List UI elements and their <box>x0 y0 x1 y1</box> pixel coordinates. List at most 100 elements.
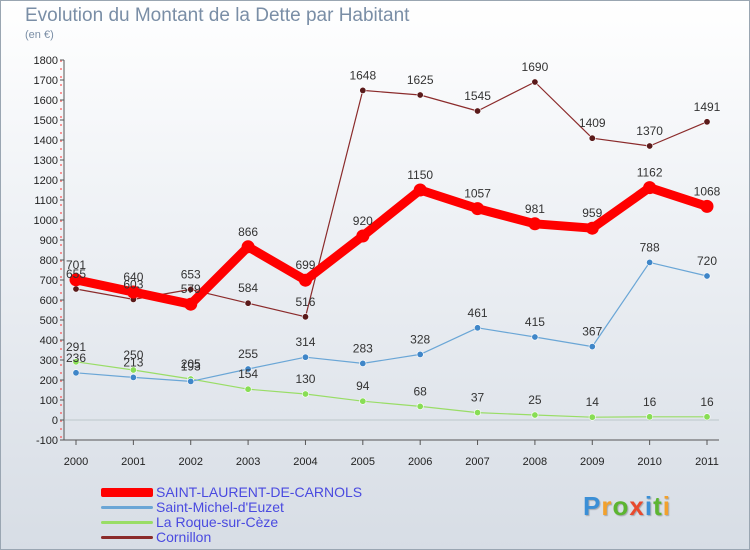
data-label: 1690 <box>522 60 549 74</box>
data-label: 1545 <box>464 89 491 103</box>
x-tick-label: 2001 <box>121 456 145 468</box>
data-label: 584 <box>238 281 258 295</box>
labels-series-0: 701 640 579 866 699 920 1150 1057 981 959 1162 1068 <box>66 166 721 297</box>
data-point <box>72 358 80 366</box>
logo-letter: i <box>644 491 654 521</box>
y-tick-label: 600 <box>40 295 58 307</box>
data-label: 1648 <box>349 68 376 82</box>
chart-title: Evolution du Montant de la Dette par Hab… <box>25 5 410 26</box>
y-tick-label: 1500 <box>34 115 58 127</box>
legend-label: SAINT-LAURENT-DE-CARNOLS <box>156 484 363 500</box>
x-tick-label: 2003 <box>236 456 260 468</box>
legend-swatch <box>101 536 153 539</box>
data-point <box>72 285 80 293</box>
data-label: 130 <box>295 372 315 386</box>
data-label: 291 <box>66 340 86 354</box>
series-line <box>75 261 708 382</box>
data-point <box>474 324 482 332</box>
data-label: 236 <box>66 351 86 365</box>
y-tick-label: 900 <box>40 235 58 247</box>
y-tick-label: 0 <box>52 415 58 427</box>
data-point <box>531 78 539 86</box>
data-labels-layer: 701 640 579 866 699 920 1150 1057 981 959 1162 1068… <box>66 60 721 409</box>
y-tick-label: -100 <box>36 435 58 447</box>
x-tick-label: 2010 <box>637 456 661 468</box>
data-label: 328 <box>410 332 430 346</box>
data-point <box>588 413 596 421</box>
data-label: 981 <box>525 202 545 216</box>
logo-letter: r <box>601 491 613 521</box>
x-tick-label: 2000 <box>64 456 88 468</box>
data-label: 37 <box>471 391 485 405</box>
series-line <box>71 183 712 309</box>
y-tick-label: 1000 <box>34 215 58 227</box>
legend-label: Cornillon <box>156 529 212 545</box>
x-tick-label: 2011 <box>695 456 719 468</box>
proxiti-logo: Proxiti <box>583 491 671 522</box>
data-label: 653 <box>181 267 201 281</box>
logo-letter: t <box>653 491 663 521</box>
data-label: 94 <box>356 379 370 393</box>
data-label: 516 <box>295 295 315 309</box>
data-label: 959 <box>582 206 602 220</box>
data-point <box>531 333 539 341</box>
y-tick-label: 500 <box>40 315 58 327</box>
series-3 <box>72 78 711 321</box>
series-2 <box>72 358 711 421</box>
data-point <box>187 285 195 293</box>
data-point <box>703 272 711 280</box>
data-point <box>416 402 424 410</box>
data-point <box>129 366 137 374</box>
y-tick-label: 1600 <box>34 95 58 107</box>
data-label: 1409 <box>579 116 606 130</box>
y-tick-label: 100 <box>40 395 58 407</box>
data-label: 1162 <box>637 166 663 180</box>
data-point <box>703 413 711 421</box>
data-label: 16 <box>643 395 657 409</box>
data-point <box>244 299 252 307</box>
series-0 <box>69 181 714 311</box>
data-point <box>700 199 714 213</box>
data-point <box>298 273 312 287</box>
data-point <box>646 258 654 266</box>
data-point <box>301 313 309 321</box>
data-point <box>646 142 654 150</box>
data-point <box>301 390 309 398</box>
data-label: 255 <box>238 347 258 361</box>
data-point <box>528 217 542 231</box>
data-label: 701 <box>66 258 86 272</box>
x-tick-label: 2009 <box>580 456 604 468</box>
data-point <box>126 285 140 299</box>
labels-series-3: 655 603 653 584 516 1648 1625 1545 1690 1409 1370 1… <box>66 60 721 309</box>
x-tick-label: 2004 <box>293 456 317 468</box>
legend-swatch <box>101 521 153 524</box>
data-label: 193 <box>181 359 201 373</box>
data-label: 415 <box>525 315 545 329</box>
chart-subtitle: (en €) <box>25 29 54 41</box>
y-tick-label: 1100 <box>34 195 58 207</box>
logo-letter: i <box>662 491 671 521</box>
data-point <box>416 350 424 358</box>
data-label: 14 <box>586 395 600 409</box>
y-tick-label: 1300 <box>34 155 58 167</box>
data-point <box>416 91 424 99</box>
data-label: 1150 <box>407 168 433 182</box>
y-tick-label: 800 <box>40 255 58 267</box>
logo-letter: o <box>612 491 630 521</box>
x-tick-label: 2008 <box>523 456 547 468</box>
logo-letter: x <box>629 491 645 521</box>
axes: -100 0 100 200 300 400 500 600 700 800 900 1000 1100… <box>34 55 719 468</box>
labels-series-2: 291 250 205 154 130 94 68 37 25 14 16 16 <box>66 340 714 409</box>
y-tick-label: 1200 <box>34 175 58 187</box>
data-point <box>585 221 599 235</box>
data-label: 655 <box>66 267 86 281</box>
data-label: 314 <box>295 335 315 349</box>
data-label: 367 <box>582 325 602 339</box>
data-point <box>643 181 657 195</box>
y-tick-label: 1800 <box>34 55 58 67</box>
data-point <box>474 107 482 115</box>
series-line <box>75 361 708 418</box>
data-label: 154 <box>238 367 258 381</box>
data-point <box>359 359 367 367</box>
